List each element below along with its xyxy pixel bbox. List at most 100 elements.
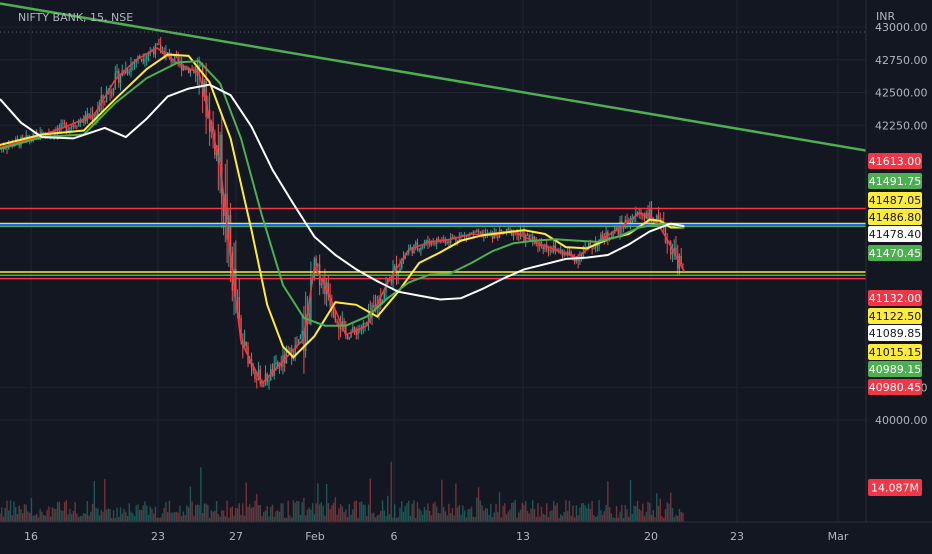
price-label-bg (868, 173, 922, 189)
volume-bar (486, 508, 489, 522)
volume-bar (402, 511, 405, 522)
volume-bar (456, 507, 459, 522)
volume-bar (573, 517, 576, 522)
volume-bar (671, 507, 674, 522)
volume-bar (467, 509, 469, 522)
candle-body (15, 139, 17, 145)
candle-body (392, 269, 394, 283)
price-label-text: 41478.40 (869, 228, 922, 241)
volume-bar (268, 516, 270, 522)
volume-bar (596, 515, 599, 522)
candle-body (348, 337, 351, 339)
volume-bar (180, 515, 183, 522)
candle-body (69, 126, 71, 130)
volume-bar (22, 513, 24, 522)
volume-bar (682, 512, 684, 522)
candle-body (22, 137, 24, 139)
candle-body (116, 70, 118, 74)
volume-bar (86, 500, 89, 522)
volume-bar (95, 507, 97, 522)
volume-bar (65, 500, 68, 522)
volume-bar (278, 511, 281, 522)
volume-bar (521, 502, 523, 522)
candle-body (257, 369, 260, 380)
volume-bar (315, 503, 317, 522)
volume-bar (350, 514, 352, 522)
volume-bar (332, 502, 335, 522)
volume-bar (284, 517, 286, 522)
volume-bar (577, 515, 579, 522)
candle-body (158, 43, 160, 45)
candle-body (533, 236, 536, 239)
volume-bar (425, 510, 427, 522)
candle-body (77, 121, 80, 127)
volume-bar (435, 506, 438, 522)
volume-bar (156, 517, 158, 522)
volume-bar (491, 517, 494, 522)
volume-bar (657, 506, 660, 522)
volume-bar (266, 506, 268, 522)
volume-bar (304, 515, 307, 522)
volume-bar (352, 509, 354, 522)
candle-body (125, 69, 127, 74)
candle-body (532, 236, 534, 242)
candle-body (201, 63, 204, 97)
volume-bar (228, 517, 230, 522)
volume-bar (551, 510, 553, 522)
volume-bar (507, 511, 509, 522)
volume-bar (118, 516, 120, 522)
volume-bar (395, 517, 398, 522)
candle-body (680, 255, 682, 265)
volume-bar (224, 516, 227, 522)
candle-body (4, 148, 6, 150)
volume-bar (383, 510, 385, 522)
volume-bar (97, 508, 99, 522)
candle-body (657, 215, 660, 219)
candle-body (451, 237, 454, 239)
candle-body (186, 67, 188, 70)
candle-body (263, 385, 265, 387)
volume-bar (469, 508, 471, 522)
volume-bar (404, 505, 406, 522)
volume-bar (90, 511, 92, 522)
candle-body (102, 95, 104, 102)
volume-bar (109, 509, 111, 522)
volume-bar (610, 513, 613, 522)
candle-body (301, 330, 303, 336)
candle-body (600, 234, 602, 240)
volume-bar (20, 509, 22, 522)
volume-bar (565, 500, 567, 522)
volume-bar (177, 512, 179, 522)
volume-bar (245, 482, 247, 522)
volume-bar (243, 515, 246, 522)
volume-bar (421, 514, 424, 522)
candle-body (413, 244, 415, 254)
volume-bar (147, 514, 150, 522)
price-label-bg (868, 361, 922, 377)
volume-bar (663, 517, 665, 522)
candle-body (329, 295, 331, 306)
candle-body (289, 347, 291, 352)
volume-bar (474, 516, 476, 522)
candle-body (643, 214, 646, 219)
volume-bar (196, 504, 199, 522)
volume-bar (289, 515, 291, 522)
volume-bar (173, 512, 176, 522)
volume-bar (572, 505, 574, 522)
price-labels: 41613.00 41491.75 41487.05 41486.80 41478.40… (868, 153, 922, 395)
volume-bar (537, 503, 539, 522)
volume-bar (125, 511, 127, 522)
volume-bar (165, 502, 167, 522)
volume-bar (318, 504, 321, 522)
price-label-bg (868, 290, 922, 306)
candle-body (242, 338, 244, 347)
trendline[interactable] (0, 2, 903, 158)
volume-bar (568, 500, 571, 522)
volume-bar (297, 501, 300, 522)
volume-bar (434, 501, 436, 522)
candle-body (147, 53, 150, 57)
volume-bar (161, 513, 164, 522)
volume-bar (74, 501, 76, 522)
